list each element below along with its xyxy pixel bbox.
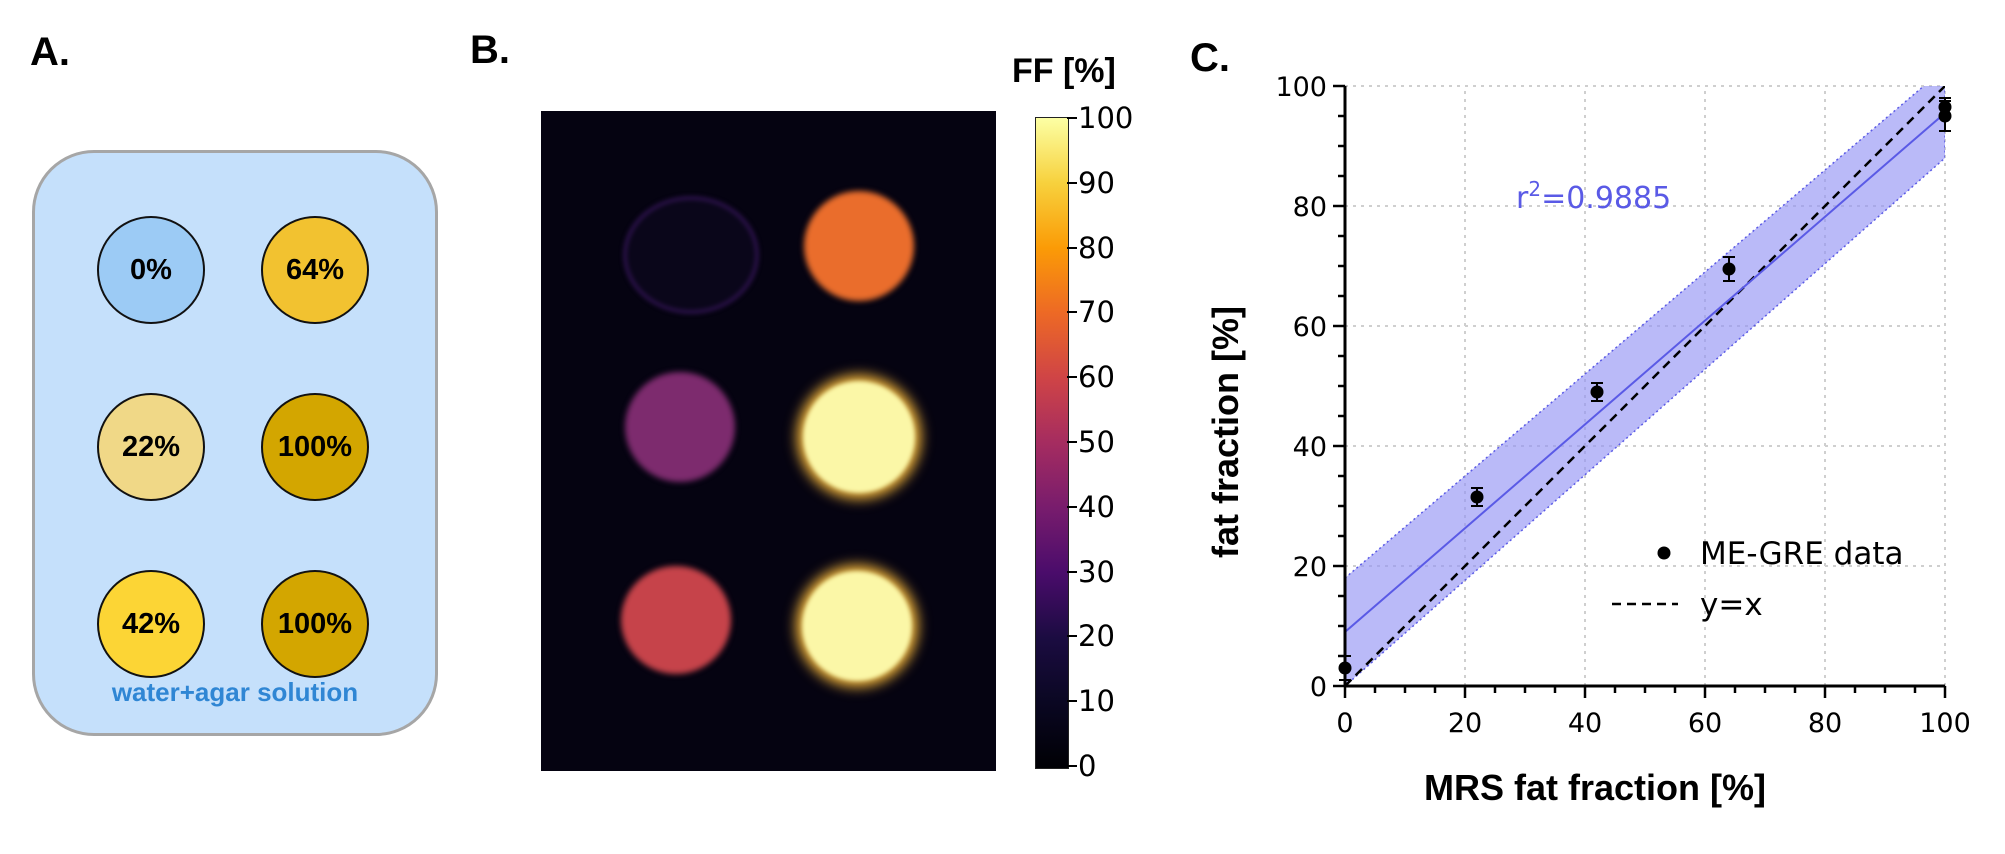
colorbar bbox=[1035, 117, 1069, 769]
vial-5: 100% bbox=[261, 570, 369, 678]
x-tick-label: 0 bbox=[1336, 708, 1353, 739]
colorbar-tick bbox=[1067, 117, 1077, 119]
legend-label-data: ME-GRE data bbox=[1700, 536, 1903, 572]
colorbar-tick-label: 60 bbox=[1078, 360, 1115, 395]
vial-label: 100% bbox=[277, 430, 353, 463]
vial-2: 22% bbox=[97, 393, 205, 501]
vial-1: 64% bbox=[261, 216, 369, 324]
colorbar-tick-label: 70 bbox=[1078, 295, 1115, 330]
mri-vial-5 bbox=[802, 571, 912, 681]
x-tick-label: 80 bbox=[1808, 708, 1842, 739]
data-point bbox=[1338, 655, 1352, 681]
data-marker bbox=[1590, 385, 1604, 399]
colorbar-tick bbox=[1067, 505, 1077, 508]
mri-vial-3 bbox=[803, 381, 915, 493]
vial-label: 100% bbox=[277, 607, 353, 640]
colorbar-tick-label: 100 bbox=[1078, 101, 1134, 135]
data-point bbox=[1938, 97, 1952, 117]
vial-label: 22% bbox=[121, 430, 181, 463]
colorbar-tick-label: 30 bbox=[1078, 554, 1115, 589]
x-tick-label: 60 bbox=[1688, 708, 1722, 739]
colorbar-tick-label: 80 bbox=[1078, 230, 1115, 265]
y-tick-label: 0 bbox=[1310, 672, 1327, 703]
data-marker bbox=[1722, 262, 1736, 276]
y-tick-label: 80 bbox=[1293, 192, 1327, 223]
colorbar-tick bbox=[1067, 765, 1077, 767]
colorbar-title: FF [%] bbox=[1012, 52, 1116, 90]
r2-value: =0.9885 bbox=[1541, 181, 1671, 216]
fat-fraction-map bbox=[541, 111, 996, 771]
panel-label-b: B. bbox=[470, 28, 510, 72]
x-axis-label: MRS fat fraction [%] bbox=[1424, 767, 1766, 808]
colorbar-tick bbox=[1067, 570, 1077, 573]
data-point bbox=[1470, 487, 1484, 507]
colorbar-tick-label: 40 bbox=[1078, 489, 1115, 524]
vial-label: 42% bbox=[121, 607, 181, 640]
colorbar-tick bbox=[1067, 635, 1077, 638]
data-marker bbox=[1938, 100, 1952, 114]
colorbar-tick-label: 20 bbox=[1078, 619, 1115, 654]
colorbar-tick bbox=[1067, 376, 1077, 379]
vial-4: 42% bbox=[97, 570, 205, 678]
colorbar-tick bbox=[1067, 181, 1077, 184]
confidence-band-layer bbox=[1345, 86, 1945, 686]
colorbar-tick bbox=[1067, 441, 1077, 443]
r2-superscript: 2 bbox=[1528, 177, 1541, 201]
y-axis-label: fat fraction [%] bbox=[1205, 306, 1246, 558]
axes: 0 20 40 60 80 100 0 20 40 60 80 100 bbox=[1275, 72, 1970, 739]
mri-vial-4 bbox=[621, 566, 731, 674]
colorbar-tick-label: 90 bbox=[1078, 165, 1115, 200]
legend: ME-GRE data y=x bbox=[1612, 536, 1903, 623]
y-tick-label: 60 bbox=[1293, 312, 1327, 343]
y-tick-label: 40 bbox=[1293, 432, 1327, 463]
solution-label: water+agar solution bbox=[111, 677, 359, 707]
panel-label-c: C. bbox=[1190, 36, 1230, 80]
r-squared-annotation: r2=0.9885 bbox=[1516, 177, 1671, 216]
data-point bbox=[1590, 382, 1604, 402]
line-layer bbox=[1345, 86, 1945, 686]
x-tick-label: 40 bbox=[1568, 708, 1602, 739]
colorbar-tick-label: 10 bbox=[1078, 684, 1115, 719]
vial-0: 0% bbox=[97, 216, 205, 324]
colorbar-tick bbox=[1067, 311, 1077, 314]
data-marker bbox=[1338, 661, 1352, 675]
r2-base: r bbox=[1516, 181, 1529, 216]
mri-vial-0 bbox=[623, 196, 759, 314]
fit-line bbox=[1345, 112, 1945, 633]
colorbar-tick bbox=[1067, 700, 1077, 703]
colorbar-tick bbox=[1067, 246, 1077, 249]
mri-vial-1 bbox=[804, 191, 914, 301]
y-tick-label: 20 bbox=[1293, 552, 1327, 583]
x-tick-label: 100 bbox=[1919, 708, 1971, 739]
panel-label-a: A. bbox=[30, 30, 70, 74]
vial-3: 100% bbox=[261, 393, 369, 501]
x-tick-label: 20 bbox=[1448, 708, 1482, 739]
identity-line bbox=[1345, 86, 1945, 686]
vial-label: 64% bbox=[285, 253, 345, 286]
legend-label-identity: y=x bbox=[1700, 587, 1763, 623]
data-point bbox=[1722, 256, 1736, 282]
legend-marker-data bbox=[1657, 546, 1671, 560]
mri-vial-2 bbox=[625, 372, 735, 482]
vial-label: 0% bbox=[130, 253, 172, 286]
confidence-band bbox=[1345, 86, 1945, 686]
data-marker bbox=[1470, 490, 1484, 504]
phantom-diagram: 0% 64% 22% 100% 42% 100% water+agar solu… bbox=[32, 150, 438, 736]
points-layer bbox=[1338, 97, 1952, 681]
y-tick-label: 100 bbox=[1275, 72, 1327, 103]
colorbar-tick-label: 0 bbox=[1078, 749, 1097, 783]
colorbar-tick-label: 50 bbox=[1078, 425, 1115, 459]
